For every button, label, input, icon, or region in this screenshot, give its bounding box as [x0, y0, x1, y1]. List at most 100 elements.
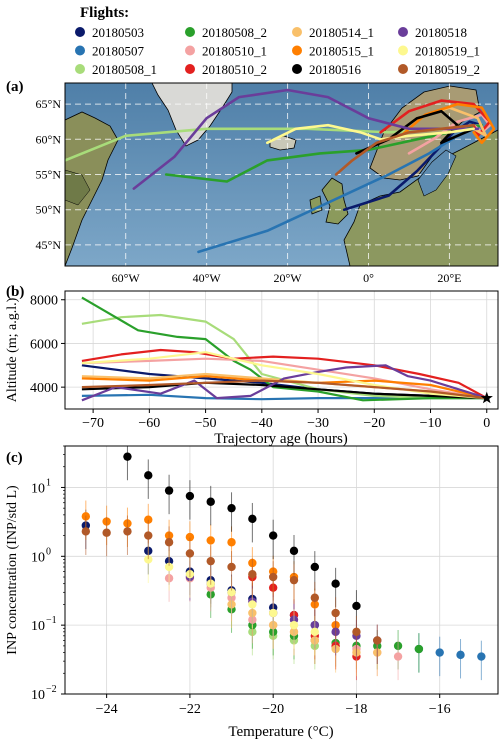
inp-point-20180516-1 [144, 471, 153, 480]
inp-y-tick-1: 10 [31, 619, 45, 634]
altitude-line-20180516 [81, 381, 487, 400]
legend-marker-20180519-2 [398, 64, 408, 74]
legend-marker-20180515-1 [292, 45, 302, 56]
inp-point-20180516-4 [206, 497, 215, 506]
inp-point-20180516-8 [289, 546, 299, 556]
altitude-x-tick-3: −40 [251, 416, 273, 431]
inp-point-20180515-1-6 [206, 536, 215, 545]
map-y-tick-4: 65°N [36, 97, 62, 111]
map-gridlines [65, 83, 498, 266]
legend-marker-20180518 [398, 27, 408, 37]
altitude-tick-labels: −70 −60 −50 −40 −30 −20 −10 0 4000 6000 8000 [30, 294, 490, 431]
legend-marker-20180503 [75, 27, 85, 37]
inp-point-20180519-1-0 [144, 555, 153, 564]
inp-point-20180519-2-12 [331, 608, 340, 618]
inp-y-tick-exp-3: 1 [46, 477, 51, 488]
trajectory-20180503 [342, 120, 484, 211]
inp-x-tick-3: −18 [345, 702, 367, 717]
map-y-tick-0: 45°N [36, 238, 62, 252]
altitude-line-20180519-2 [81, 379, 487, 400]
altitude-x-tick-0: −70 [82, 416, 104, 431]
inp-gridlines [65, 446, 498, 695]
legend-label-20180503: 20180503 [92, 25, 144, 40]
altitude-line-20180508-1 [81, 313, 487, 400]
inp-point-20180508-2-10 [414, 644, 424, 654]
inp-point-20180519-2-5 [185, 549, 195, 558]
altitude-frame [64, 290, 499, 410]
map-y-tick-1: 50°N [36, 203, 62, 217]
trajectory-20180519-1 [266, 123, 475, 145]
inp-point-20180519-1-7 [289, 620, 299, 630]
altitude-x-tick-7: 0 [483, 416, 490, 431]
legend-label-20180508-1: 20180508_1 [92, 62, 157, 77]
inp-point-20180516-0 [123, 452, 132, 461]
altitude-x-tick-1: −60 [138, 416, 160, 431]
inp-point-20180507-1 [435, 648, 444, 657]
altitude-line-20180510-2 [81, 348, 488, 400]
inp-point-20180519-2-1 [102, 528, 111, 537]
inp-point-20180519-2-6 [206, 556, 215, 566]
altitude-x-label: Trajectory age (hours) [214, 431, 348, 447]
inp-points [81, 446, 486, 681]
altitude-x-tick-2: −50 [195, 416, 217, 431]
altitude-x-tick-4: −30 [307, 416, 329, 431]
map-panel: (a) 60°W 40°W 20°W 0° 20°E 45°N 50°N 55°N [6, 79, 499, 285]
map-y-tick-2: 55°N [36, 168, 62, 182]
inp-point-20180515-1-7 [227, 538, 236, 547]
inp-point-20180516-10 [331, 579, 340, 588]
inp-frame [64, 445, 499, 695]
legend-marker-20180507 [75, 45, 85, 56]
trajectory-20180516 [355, 109, 475, 155]
inp-point-20180516-5 [227, 503, 236, 513]
legend-marker-20180508-1 [75, 64, 85, 74]
inp-y-label: INP concentration (INP/std L) [5, 485, 20, 655]
map-x-tick-4: 20°E [437, 271, 461, 285]
map-trajectories [65, 88, 496, 254]
legend-marker-20180510-1 [185, 45, 195, 56]
inp-point-20180507-3 [477, 652, 486, 661]
map-x-tick-3: 0° [363, 271, 374, 285]
inp-point-20180519-2-2 [123, 527, 132, 536]
altitude-y-label: Altitude (m; a.g.l.) [5, 297, 20, 402]
legend-label-20180510-1: 20180510_1 [202, 44, 267, 59]
britain-landmass [321, 177, 349, 225]
trajectory-20180518 [132, 88, 480, 190]
altitude-lines [81, 296, 488, 402]
altitude-y-tick-0: 4000 [30, 381, 58, 396]
trajectory-20180519-2 [334, 123, 475, 176]
map-x-tick-0: 60°W [112, 271, 141, 285]
inp-x-tick-1: −22 [179, 702, 201, 717]
altitude-line-20180518 [81, 364, 488, 402]
legend-label-20180516: 20180516 [309, 62, 362, 77]
legend-label-20180515-1: 20180515_1 [309, 44, 374, 59]
inp-y-tick-exp-0: −2 [46, 684, 57, 695]
legend-label-20180514-1: 20180514_1 [309, 25, 374, 40]
map-frame [64, 82, 499, 267]
legend-marker-20180508-2 [185, 27, 195, 37]
legend-marker-20180514-1 [292, 27, 302, 37]
legend-marker-20180510-2 [185, 64, 195, 74]
inp-point-20180519-2-10 [289, 575, 299, 585]
altitude-line-20180519-1 [81, 351, 487, 400]
inp-point-20180519-1-4 [227, 588, 236, 597]
map-y-tick-3: 60°N [36, 132, 62, 146]
legend-label-20180507: 20180507 [92, 44, 145, 59]
inp-point-20180519-2-3 [144, 531, 153, 540]
greenland-landmass [151, 83, 233, 147]
inp-point-20180516-9 [310, 562, 320, 572]
inp-point-20180510-1-11 [393, 652, 403, 661]
inp-point-20180519-2-0 [81, 527, 91, 536]
altitude-y-tick-2: 8000 [30, 294, 58, 309]
altitude-x-tick-6: −10 [420, 416, 442, 431]
altitude-y-tick-1: 6000 [30, 337, 58, 352]
panel-b-label: (b) [6, 284, 24, 300]
inp-point-20180519-1-1 [164, 562, 174, 572]
north-america-landmass [65, 111, 119, 266]
inp-point-20180516-2 [164, 486, 174, 495]
inp-point-20180519-1-5 [248, 600, 257, 609]
legend-label-20180508-2: 20180508_2 [202, 25, 267, 40]
inp-y-tick-3: 10 [31, 481, 45, 496]
inp-point-20180519-2-13 [352, 627, 361, 637]
altitude-x-tick-5: −20 [363, 416, 385, 431]
inp-point-20180516-3 [185, 491, 195, 501]
